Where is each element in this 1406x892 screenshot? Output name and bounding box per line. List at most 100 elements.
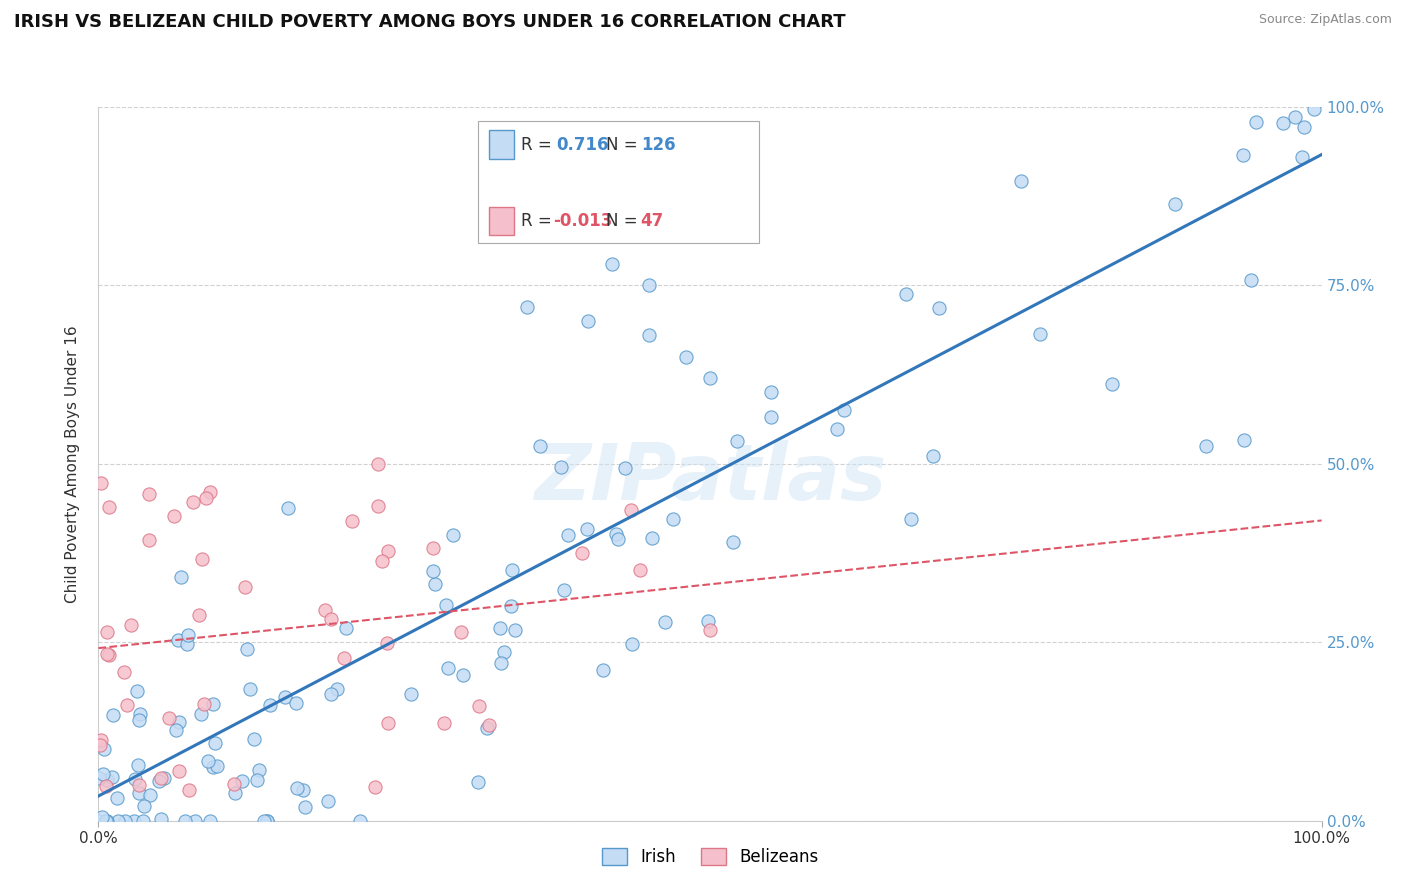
Point bbox=[148, 774, 170, 789]
Point bbox=[922, 449, 945, 463]
Point bbox=[89, 771, 111, 785]
Text: R =: R = bbox=[522, 136, 557, 153]
Point bbox=[122, 814, 145, 828]
Point bbox=[332, 651, 354, 665]
Point bbox=[233, 581, 256, 595]
Point bbox=[101, 770, 124, 784]
Point bbox=[231, 774, 253, 789]
Point bbox=[176, 637, 198, 651]
Point bbox=[477, 721, 499, 735]
Point bbox=[105, 791, 128, 805]
Point bbox=[181, 494, 204, 508]
Point bbox=[277, 501, 299, 516]
Point bbox=[204, 736, 226, 750]
Point bbox=[224, 786, 246, 800]
Point bbox=[399, 687, 422, 701]
Point bbox=[294, 800, 316, 814]
Point bbox=[120, 618, 142, 632]
Point bbox=[177, 782, 200, 797]
Point bbox=[1010, 174, 1032, 188]
Point bbox=[335, 621, 357, 635]
Text: R =: R = bbox=[522, 212, 557, 230]
Point bbox=[97, 500, 120, 514]
Point bbox=[641, 531, 664, 545]
Point bbox=[321, 687, 343, 701]
Point bbox=[450, 624, 472, 639]
Point bbox=[1271, 116, 1294, 130]
Point bbox=[363, 780, 385, 794]
Point bbox=[367, 457, 389, 471]
Point bbox=[620, 503, 643, 517]
Point bbox=[132, 798, 155, 813]
Point bbox=[163, 508, 186, 523]
Point bbox=[115, 698, 138, 713]
Point bbox=[165, 723, 187, 738]
Point bbox=[326, 682, 349, 697]
Point bbox=[721, 535, 744, 549]
Point bbox=[90, 810, 112, 824]
Point bbox=[592, 663, 614, 677]
Point bbox=[1302, 103, 1324, 117]
Point bbox=[434, 599, 457, 613]
Point bbox=[107, 814, 129, 828]
Point bbox=[167, 714, 190, 729]
Point bbox=[367, 499, 389, 513]
Point bbox=[200, 814, 222, 828]
Point bbox=[243, 731, 266, 746]
Point bbox=[553, 228, 575, 243]
Point bbox=[316, 794, 339, 808]
Point bbox=[1233, 433, 1256, 447]
Point bbox=[198, 485, 221, 500]
Point bbox=[825, 422, 848, 436]
Point bbox=[224, 776, 246, 790]
Point bbox=[194, 491, 217, 505]
Point bbox=[529, 439, 551, 453]
Point bbox=[319, 612, 342, 626]
Point bbox=[900, 512, 922, 526]
Point bbox=[128, 787, 150, 801]
Point bbox=[314, 603, 336, 617]
Point bbox=[928, 301, 950, 316]
Point bbox=[132, 814, 155, 828]
Point bbox=[371, 554, 394, 568]
Point bbox=[259, 698, 281, 712]
Point bbox=[492, 645, 515, 659]
Point bbox=[654, 615, 676, 629]
Point bbox=[94, 814, 117, 828]
Text: 0.716: 0.716 bbox=[557, 136, 609, 153]
Point bbox=[112, 665, 135, 680]
Point bbox=[725, 434, 748, 448]
Text: -0.013: -0.013 bbox=[554, 212, 613, 230]
Point bbox=[553, 582, 575, 597]
Point bbox=[153, 771, 176, 785]
Point bbox=[235, 642, 257, 657]
Point bbox=[499, 599, 522, 613]
Point bbox=[256, 814, 278, 828]
Point bbox=[87, 814, 110, 828]
Point bbox=[187, 607, 209, 622]
Point bbox=[433, 716, 456, 731]
Point bbox=[600, 257, 623, 271]
Point bbox=[193, 697, 215, 711]
Point bbox=[1029, 326, 1052, 341]
Point bbox=[697, 614, 720, 628]
Point bbox=[425, 577, 447, 591]
Point bbox=[638, 278, 661, 293]
Point bbox=[239, 681, 262, 696]
Point bbox=[761, 385, 783, 400]
Point bbox=[124, 772, 146, 787]
Point bbox=[620, 637, 643, 651]
Point bbox=[89, 738, 111, 752]
Point bbox=[170, 570, 193, 584]
Point bbox=[202, 697, 225, 711]
Point bbox=[127, 758, 149, 772]
Point bbox=[377, 716, 399, 731]
Point bbox=[515, 300, 537, 314]
Point bbox=[638, 328, 661, 343]
Point bbox=[93, 741, 115, 756]
Point bbox=[173, 814, 195, 828]
Point bbox=[1240, 273, 1263, 287]
Point bbox=[576, 314, 599, 328]
Point bbox=[550, 459, 572, 474]
Point bbox=[441, 528, 464, 542]
